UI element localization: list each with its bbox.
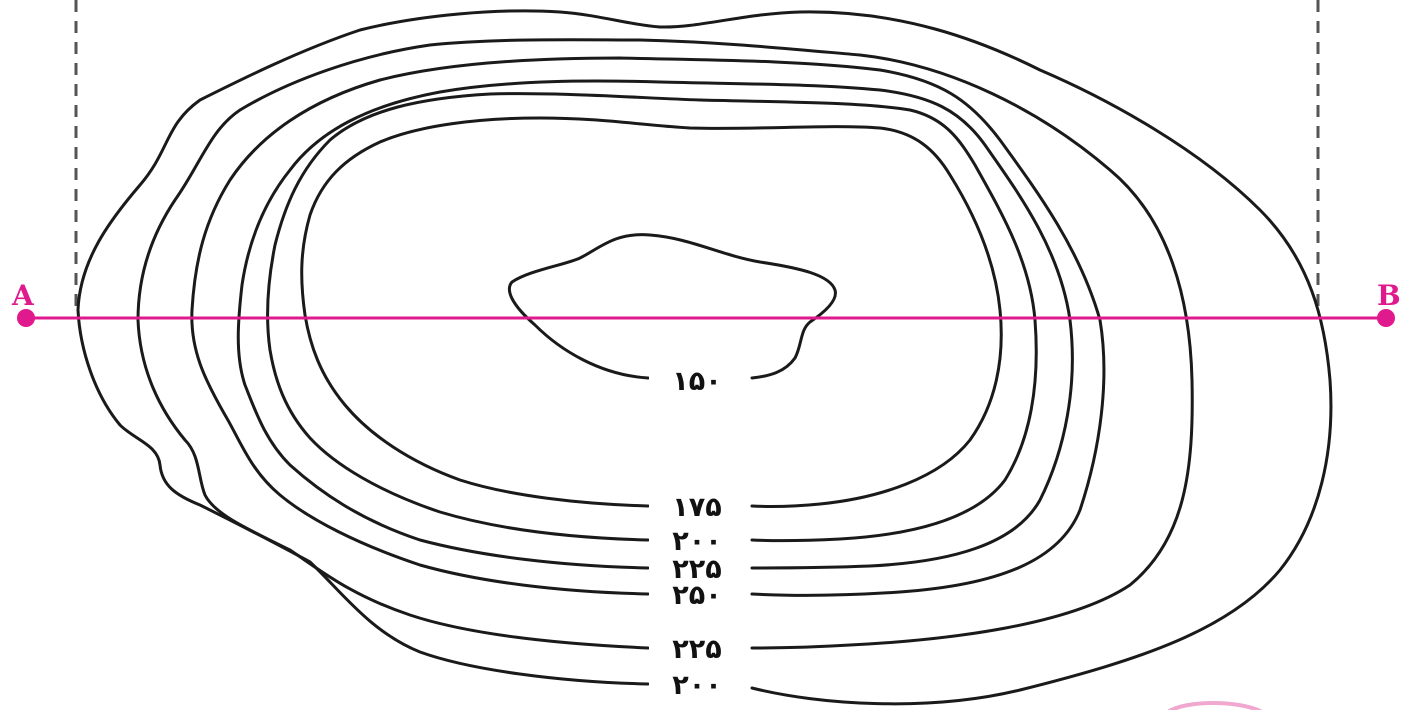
contour-label-c150: ۱۵۰ xyxy=(672,366,721,397)
contour-line-200-inner xyxy=(266,92,1038,543)
contour-line-175 xyxy=(300,116,1003,509)
contour-line-250 xyxy=(190,56,1106,597)
cropped-circle-mark xyxy=(1167,701,1263,710)
contour-line-150 xyxy=(507,233,837,380)
point-b-label: B xyxy=(1377,279,1401,312)
contour-label-bg-c200-outer xyxy=(649,669,745,699)
contour-line-225-inner xyxy=(236,79,1074,570)
contour-label-bg-c225-outer xyxy=(649,633,745,663)
contour-label-c225-outer: ۲۲۵ xyxy=(672,634,721,665)
point-a-label: A xyxy=(11,279,35,312)
point-a-marker xyxy=(17,309,35,327)
contour-label-bg-c175 xyxy=(649,491,745,521)
contour-label-bg-c150 xyxy=(649,365,745,395)
contour-line-200-outer xyxy=(76,9,1333,706)
contour-label-c200-outer: ۲۰۰ xyxy=(672,670,721,701)
contour-label-c200-inner: ۲۰۰ xyxy=(672,526,721,557)
contour-label-c175: ۱۷۵ xyxy=(672,492,721,523)
contour-line-225-outer xyxy=(136,38,1194,650)
point-b-marker xyxy=(1377,309,1395,327)
contour-label-bg-c250 xyxy=(649,579,745,609)
contour-label-bg-c200-inner xyxy=(649,525,745,555)
contour-label-bg-c225-inner xyxy=(649,553,745,583)
contour-label-c250: ۲۵۰ xyxy=(672,580,721,611)
